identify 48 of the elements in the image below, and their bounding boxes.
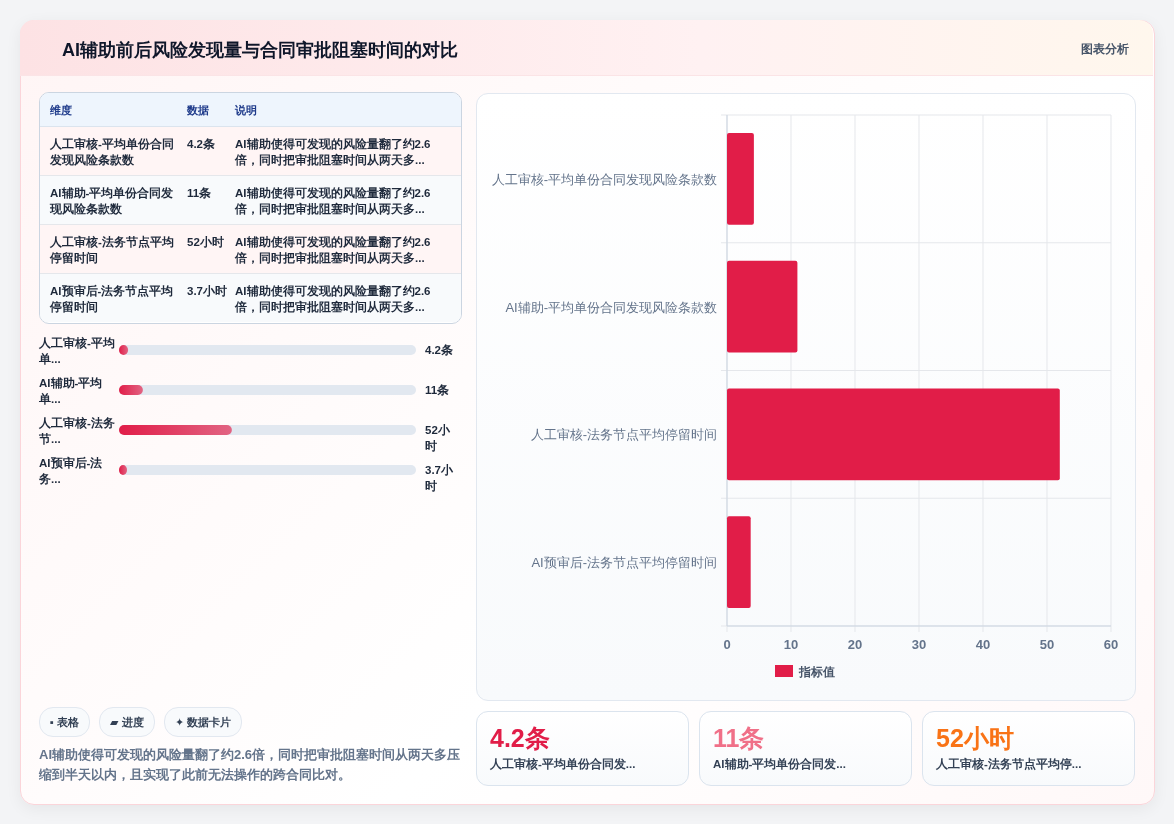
bar: [727, 388, 1060, 481]
bar: [119, 385, 143, 395]
x-tick-label: 50: [1039, 637, 1055, 652]
text: 说明: [235, 103, 257, 118]
data-label: 11条: [425, 383, 451, 398]
data-label: 52小时: [425, 423, 451, 454]
text: 人工审核-法务节点平均停...: [936, 757, 1082, 772]
y-tick-label: 人工审核-平均单...: [39, 336, 115, 367]
text: 52小时: [936, 723, 1014, 754]
text: ▪ 表格: [39, 707, 90, 737]
y-tick-label: 人工审核-法务节...: [39, 416, 115, 447]
text: 图表分析: [1081, 41, 1130, 58]
text: AI辅助使得可发现的风险量翻了约2.6倍，同时把审批阻塞时间从两天多...: [235, 137, 432, 168]
x-tick-label: 60: [1103, 637, 1119, 652]
data-label: 3.7小时: [425, 463, 454, 494]
y-tick-label: AI预审后-法务...: [39, 456, 104, 487]
x-tick-label: 0: [723, 637, 731, 652]
text: 4.2条: [490, 723, 550, 754]
text: AI辅助使得可发现的风险量翻了约2.6倍，同时把审批阻塞时间从两天多...: [235, 186, 432, 217]
text: 数据: [187, 103, 209, 118]
x-tick-label: 10: [783, 637, 799, 652]
text: 人工审核-平均单份合同发...: [490, 757, 636, 772]
y-tick-label: AI预审后-法务节点平均停留时间: [531, 555, 717, 571]
text: 52小时: [187, 235, 225, 250]
x-tick-label: 40: [975, 637, 991, 652]
text: 11条: [713, 723, 765, 754]
text: AI辅助使得可发现的风险量翻了约2.6倍，同时把审批阻塞时间从两天多压缩到半天以内，且实现了此前无法操作的跨合同比对。: [39, 746, 462, 784]
text: AI辅助前后风险发现量与合同审批阻塞时间的对比: [62, 39, 458, 62]
y-tick-label: 人工审核-法务节点平均停留时间: [530, 427, 717, 443]
text: AI辅助-平均单份合同发...: [713, 757, 846, 772]
text: 维度: [50, 103, 72, 118]
x-tick-label: 30: [911, 637, 927, 652]
bar: [727, 260, 798, 353]
x-tick-label: 20: [847, 637, 863, 652]
y-tick-label: AI辅助-平均单份合同发现风险条款数: [505, 299, 717, 315]
bar: [727, 132, 754, 225]
text: 11条: [187, 186, 213, 201]
data-label: 4.2条: [425, 343, 454, 358]
text: 4.2条: [187, 137, 216, 152]
text: 3.7小时: [187, 284, 228, 299]
text: ▰ 进度: [99, 707, 155, 737]
text: ✦ 数据卡片: [164, 707, 243, 737]
y-tick-label: AI辅助-平均单...: [39, 376, 104, 407]
text: AI辅助使得可发现的风险量翻了约2.6倍，同时把审批阻塞时间从两天多...: [235, 284, 432, 315]
legend-label: 指标值: [798, 665, 835, 679]
text: AI辅助使得可发现的风险量翻了约2.6倍，同时把审批阻塞时间从两天多...: [235, 235, 432, 266]
y-tick-label: 人工审核-平均单份合同发现风险条款数: [491, 171, 717, 187]
bar: [727, 516, 751, 609]
